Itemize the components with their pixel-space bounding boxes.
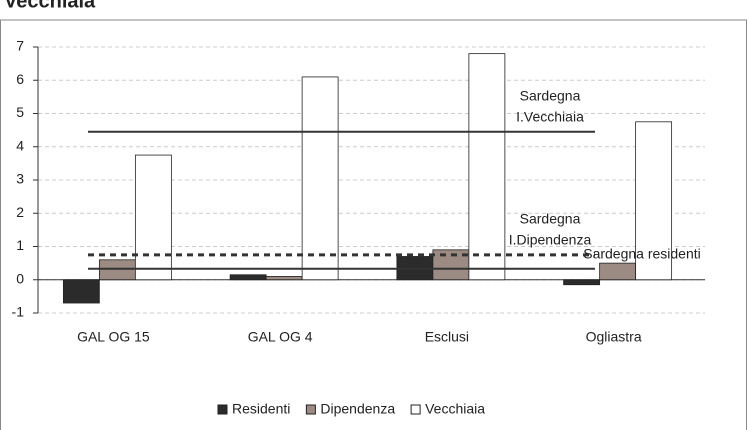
chart-title: Vecchiaia [4,0,96,12]
x-tick-label: GAL OG 15 [77,329,150,345]
reference-label: Sardegna residenti [583,245,701,261]
bar [599,262,637,281]
bar [432,249,470,281]
y-tick-label: 3 [16,171,24,187]
bar [468,53,506,281]
y-tick-label: 6 [16,71,24,87]
bar [635,121,673,281]
bar [134,154,172,281]
bar [62,279,100,304]
legend-swatch [305,404,316,415]
y-tick-label: 0 [16,270,24,286]
y-tick-label: 5 [16,104,24,120]
x-tick-label: GAL OG 4 [248,329,313,345]
y-tick-label: 4 [16,137,24,153]
reference-label: Sardegna [520,87,581,103]
chart-frame [0,19,747,430]
bar [229,274,267,281]
legend-label: Vecchiaia [425,401,485,417]
x-tick-label: Ogliastra [586,329,642,345]
reference-label: I.Dipendenza [509,232,592,248]
y-tick-label: 1 [16,237,24,253]
reference-label: Sardegna [520,211,581,227]
bar [301,76,339,281]
bar [265,276,303,281]
bar [563,279,601,286]
y-tick-label: 7 [16,38,24,54]
reference-label: I.Vecchiaia [516,108,584,124]
legend-label: Residenti [232,401,290,417]
legend-swatch [410,404,421,415]
x-tick-label: Esclusi [425,329,469,345]
y-tick-label: -1 [12,304,25,320]
y-tick-label: 2 [16,204,24,220]
legend-label: Dipendenza [320,401,395,417]
legend-swatch [217,404,228,415]
